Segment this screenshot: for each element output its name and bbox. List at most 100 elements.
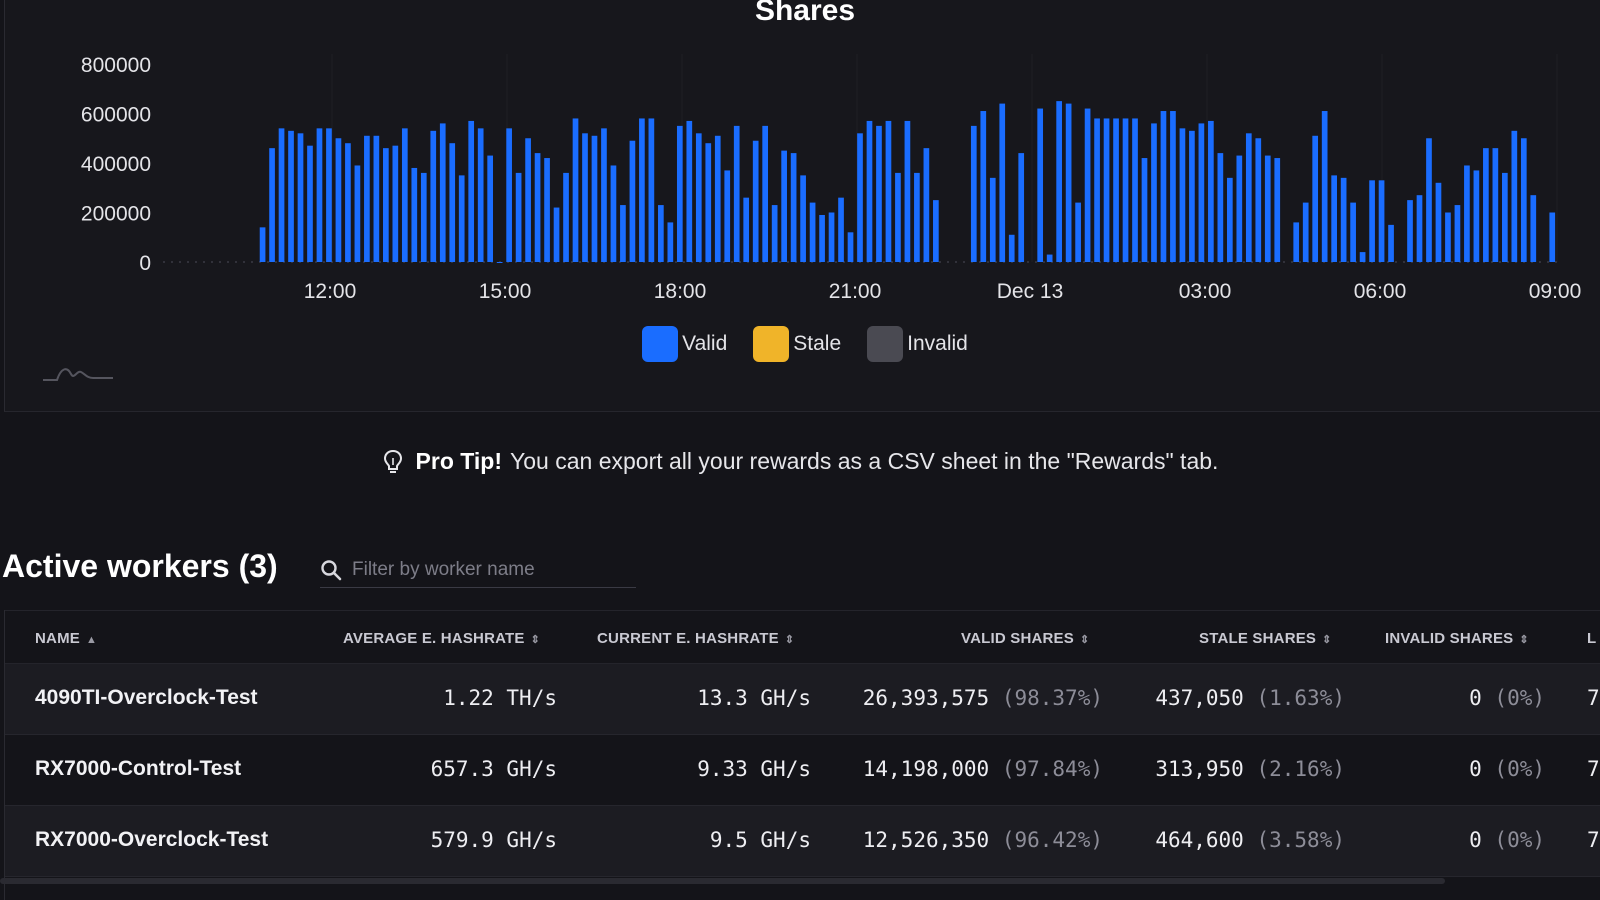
valid-share-bar: [364, 135, 370, 262]
valid-share-bar: [1046, 254, 1053, 262]
legend-item-stale[interactable]: Stale: [753, 326, 841, 362]
valid-share-bar: [506, 128, 512, 262]
column-header-valid-shares[interactable]: VALID SHARES ⇕: [961, 630, 1090, 647]
valid-share-bar: [1189, 130, 1195, 262]
legend-item-valid[interactable]: Valid: [642, 326, 727, 362]
valid-share-bar: [1483, 148, 1489, 262]
valid-share-bar: [1122, 118, 1129, 262]
valid-share-bar: [1302, 202, 1309, 262]
pro-tip-label: Pro Tip!: [415, 448, 503, 474]
valid-share-bar: [307, 145, 313, 262]
valid-share-bar: [771, 205, 778, 262]
valid-share-bar: [1179, 128, 1186, 262]
legend-item-invalid[interactable]: Invalid: [867, 326, 968, 362]
x-tick-label: 09:00: [1529, 280, 1582, 303]
valid-share-bar: [762, 125, 769, 262]
valid-share-bar: [420, 172, 427, 262]
valid-share-bar: [1501, 172, 1508, 262]
valid-share-bar: [876, 125, 882, 262]
valid-share-bar: [1530, 195, 1537, 262]
worker-name[interactable]: RX7000-Overclock-Test: [35, 828, 269, 851]
valid-share-bar: [667, 222, 674, 262]
valid-share-bar: [1511, 130, 1518, 262]
valid-share-bar: [1350, 202, 1356, 262]
pro-tip-text: You can export all your rewards as a CSV…: [510, 448, 1219, 474]
worker-name[interactable]: 4090TI-Overclock-Test: [35, 686, 258, 709]
valid-share-bar: [1084, 108, 1091, 262]
shares-chart: 800000 600000 400000 200000 0 12:00 15:00 18:00…: [81, 54, 1582, 303]
valid-share-bar: [857, 133, 863, 262]
valid-share-bar: [790, 153, 797, 262]
valid-share-bar: [1274, 158, 1281, 262]
valid-share-bar: [1113, 118, 1119, 262]
valid-share-bar: [999, 103, 1006, 262]
valid-share-bar: [847, 232, 854, 262]
column-header-stale-shares[interactable]: STALE SHARES ⇕: [1199, 630, 1332, 647]
valid-share-bar: [449, 143, 456, 262]
valid-share-bar: [1388, 224, 1394, 262]
average-hashrate: 579.9 GH/s: [430, 828, 557, 852]
valid-share-bar: [914, 172, 920, 262]
valid-share-bar: [345, 143, 351, 262]
invalid-shares: 0 (0%): [1469, 757, 1545, 781]
worker-name[interactable]: RX7000-Control-Test: [35, 757, 242, 780]
valid-share-bar: [383, 148, 389, 262]
sort-icon: ⇕: [784, 634, 795, 646]
valid-share-bar: [1075, 202, 1081, 262]
valid-share-bar: [1170, 111, 1176, 263]
valid-share-bar: [335, 138, 342, 262]
valid-share-bar: [278, 128, 285, 262]
valid-share-bar: [544, 158, 550, 262]
x-tick-label: 06:00: [1354, 280, 1407, 303]
column-header-last[interactable]: L: [1587, 630, 1597, 647]
worker-filter-input[interactable]: [352, 558, 622, 581]
average-hashrate: 1.22 TH/s: [443, 686, 557, 710]
valid-share-bar: [809, 202, 816, 262]
x-tick-label: Dec 13: [997, 280, 1064, 303]
x-tick-label: 18:00: [654, 280, 707, 303]
valid-share-bar: [970, 125, 977, 262]
valid-share-bar: [1056, 101, 1062, 262]
column-header-invalid-shares[interactable]: INVALID SHARES ⇕: [1385, 630, 1529, 647]
table-row[interactable]: RX7000-Control-Test 657.3 GH/s 9.33 GH/s 14…: [5, 735, 1600, 806]
valid-share-bar: [1520, 138, 1527, 262]
valid-share-bar: [705, 143, 712, 262]
x-tick-label: 21:00: [829, 280, 882, 303]
valid-share-bar: [1037, 108, 1044, 262]
table-row[interactable]: RX7000-Overclock-Test 579.9 GH/s 9.5 GH/s 1…: [5, 806, 1600, 877]
valid-share-bar: [658, 205, 664, 262]
valid-share-bar: [487, 155, 494, 262]
column-header-current-hashrate[interactable]: CURRENT E. HASHRATE ⇕: [597, 630, 795, 647]
valid-share-bar: [1378, 180, 1385, 262]
valid-share-bar: [1321, 111, 1328, 263]
valid-share-bar: [1407, 200, 1413, 262]
sort-icon: ⇕: [530, 634, 541, 646]
valid-share-bar: [1103, 118, 1110, 262]
worker-filter: [320, 552, 636, 588]
current-hashrate: 9.5 GH/s: [709, 828, 811, 852]
valid-share-bar: [620, 205, 626, 262]
valid-share-bar: [838, 197, 844, 262]
average-hashrate: 657.3 GH/s: [430, 757, 557, 781]
valid-share-bar: [525, 138, 531, 262]
lightbulb-icon: [383, 449, 402, 473]
valid-share-bar: [1340, 177, 1347, 262]
valid-share-bar: [904, 120, 911, 262]
valid-share-bar: [534, 153, 541, 262]
valid-share-bar: [297, 133, 304, 262]
valid-share-bar: [1445, 212, 1451, 262]
valid-share-bar: [743, 197, 750, 262]
column-header-average-hashrate[interactable]: AVERAGE E. HASHRATE ⇕: [343, 630, 541, 647]
column-header-name[interactable]: NAME ▲: [35, 630, 98, 647]
valid-share-bar: [648, 118, 655, 262]
valid-share-bar: [1236, 155, 1243, 262]
shares-chart-card: Shares 800000 600000 400000 200000 0 12:00 15:…: [4, 0, 1600, 412]
y-tick-label: 600000: [81, 104, 151, 127]
valid-share-bar: [563, 172, 569, 262]
horizontal-scrollbar[interactable]: [0, 878, 1445, 884]
valid-share-bar: [401, 128, 408, 262]
workers-table: NAME ▲ AVERAGE E. HASHRATE ⇕ CURRENT E. HA…: [4, 610, 1600, 900]
table-row[interactable]: 4090TI-Overclock-Test 1.22 TH/s 13.3 GH/s 2…: [5, 664, 1600, 735]
valid-share-bar: [1141, 158, 1148, 262]
valid-share-bar: [733, 125, 740, 262]
